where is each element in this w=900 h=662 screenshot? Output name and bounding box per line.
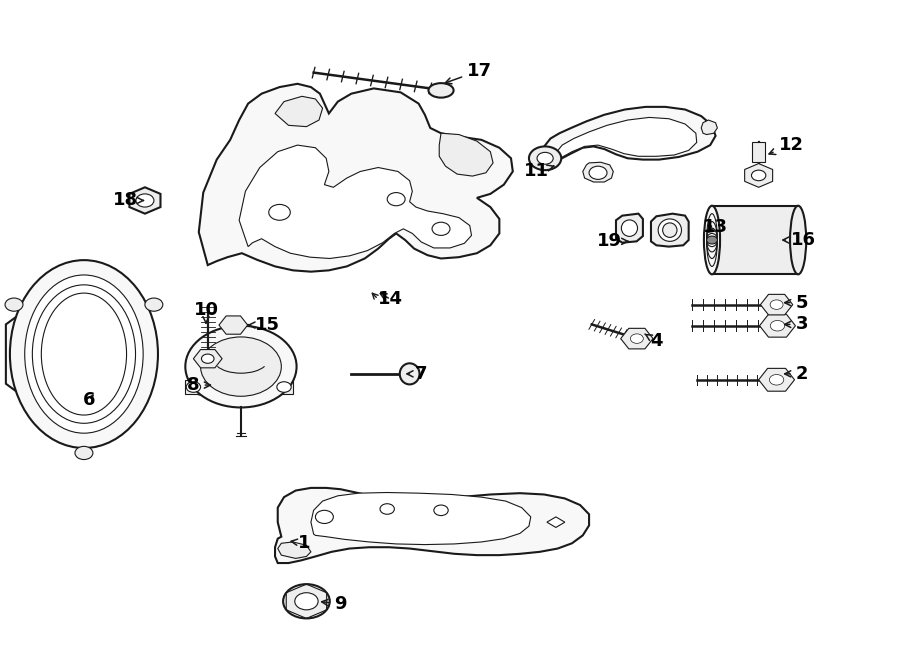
Ellipse shape [75,446,93,459]
Polygon shape [239,145,472,258]
Polygon shape [275,381,293,394]
Text: 16: 16 [783,231,816,249]
Circle shape [537,152,554,164]
Text: 15: 15 [248,316,280,334]
Ellipse shape [5,298,23,311]
Polygon shape [310,493,531,545]
Circle shape [770,375,784,385]
Circle shape [295,592,318,610]
Circle shape [185,326,297,408]
Circle shape [136,194,154,207]
Polygon shape [616,214,643,243]
Polygon shape [6,311,37,397]
Circle shape [387,193,405,206]
Ellipse shape [704,206,720,274]
Text: 17: 17 [446,62,492,84]
Circle shape [770,320,785,331]
Text: 4: 4 [645,332,662,350]
Ellipse shape [790,206,806,274]
Text: 12: 12 [770,136,804,154]
Polygon shape [535,107,716,164]
Circle shape [590,166,607,179]
Polygon shape [651,214,688,247]
Polygon shape [701,120,717,134]
Ellipse shape [24,275,143,433]
Circle shape [201,337,282,397]
Ellipse shape [621,220,637,236]
Circle shape [752,170,766,181]
Circle shape [434,505,448,516]
Text: 11: 11 [524,162,554,181]
Text: 10: 10 [194,301,219,323]
Polygon shape [439,133,493,176]
Circle shape [315,510,333,524]
Circle shape [269,205,291,220]
Circle shape [284,584,329,618]
Text: 3: 3 [785,315,808,334]
Polygon shape [275,488,590,563]
Circle shape [706,236,717,244]
Polygon shape [275,96,322,126]
Circle shape [630,334,644,344]
Text: 9: 9 [321,595,347,613]
Circle shape [529,146,562,170]
Ellipse shape [145,298,163,311]
Circle shape [432,222,450,236]
Ellipse shape [400,363,419,385]
Text: 19: 19 [598,232,628,250]
Ellipse shape [662,223,677,238]
Text: 8: 8 [187,376,211,394]
Ellipse shape [41,293,127,415]
Text: 14: 14 [378,291,403,308]
Circle shape [380,504,394,514]
Polygon shape [752,142,765,162]
Polygon shape [278,542,310,559]
Polygon shape [547,517,565,528]
Ellipse shape [10,260,158,448]
Ellipse shape [428,83,454,97]
Polygon shape [199,84,513,271]
Circle shape [277,382,292,393]
Polygon shape [712,206,798,274]
Text: 13: 13 [703,218,728,236]
Circle shape [186,382,201,393]
Text: 5: 5 [785,294,808,312]
Polygon shape [583,162,613,182]
Text: 2: 2 [785,365,808,383]
Polygon shape [556,117,697,158]
Circle shape [770,300,783,309]
Circle shape [202,354,214,363]
Text: 6: 6 [83,391,95,409]
Polygon shape [185,381,203,394]
Text: 18: 18 [112,191,144,209]
Ellipse shape [658,219,681,242]
Text: 7: 7 [407,365,428,383]
Text: 1: 1 [291,534,310,552]
Polygon shape [197,376,282,400]
